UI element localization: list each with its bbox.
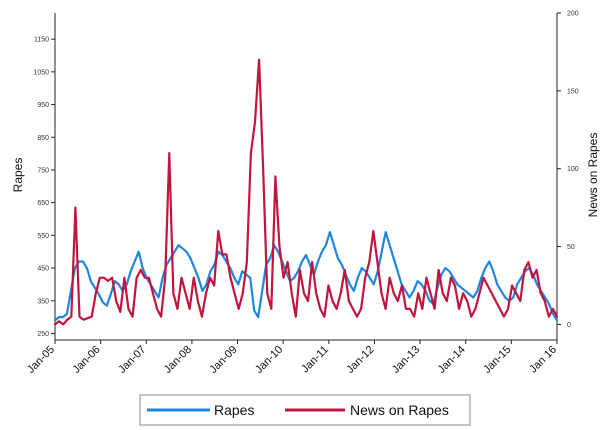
series-line-news-on-rapes <box>53 58 559 326</box>
y-tick-label: 250 <box>37 331 49 338</box>
y2-tick-label: 0 <box>567 322 571 329</box>
legend: Rapes News on Rapes <box>139 394 471 426</box>
y-tick-label: 1050 <box>33 69 49 76</box>
x-tick-label: Jan-12 <box>344 344 376 376</box>
y-tick-label: 550 <box>37 233 49 240</box>
x-tick-label: Jan-06 <box>70 344 102 376</box>
x-tick-label: Jan-13 <box>390 344 422 376</box>
x-tick-label: Jan 16 <box>527 344 559 376</box>
y-tick-label: 850 <box>37 135 49 142</box>
x-tick-label: Jan-14 <box>436 344 468 376</box>
x-tick-label: Jan-15 <box>481 344 513 376</box>
y2-tick-label: 100 <box>567 166 579 173</box>
x-tick-label: Jan-10 <box>253 344 285 376</box>
y-tick-label: 650 <box>37 200 49 207</box>
plot-frame <box>54 13 558 341</box>
x-tick-label: Jan-08 <box>162 344 194 376</box>
y-axis-title: Rapes <box>11 158 25 193</box>
legend-label-rapes: Rapes <box>214 402 254 418</box>
x-tick-label: Jan-07 <box>116 344 148 376</box>
y-tick-label: 950 <box>37 102 49 109</box>
y2-axis-title: News on Rapes <box>586 133 600 218</box>
x-tick-label: Jan-05 <box>25 344 57 376</box>
legend-label-news-on-rapes: News on Rapes <box>350 402 449 418</box>
series-line-rapes <box>53 230 559 322</box>
y2-tick-label: 50 <box>567 244 575 251</box>
y2-tick-label: 200 <box>567 11 579 18</box>
y2-tick-label: 150 <box>567 88 579 95</box>
left-axis-ticks: 250 350 450 550 650 750 850 950 1050 1150 <box>33 37 55 338</box>
y-tick-label: 750 <box>37 167 49 174</box>
x-tick-label: Jan-11 <box>299 344 331 376</box>
y-tick-label: 350 <box>37 298 49 305</box>
series-layer <box>53 58 559 326</box>
x-axis-ticks: Jan-05 Jan-06 Jan-07 Jan-08 Jan-09 Jan-10 Jan-… <box>25 340 559 376</box>
right-axis-ticks: 0 50 100 150 200 <box>557 11 579 329</box>
x-tick-label: Jan-09 <box>207 344 239 376</box>
y-tick-label: 1150 <box>34 37 49 44</box>
y-tick-label: 450 <box>37 266 49 273</box>
